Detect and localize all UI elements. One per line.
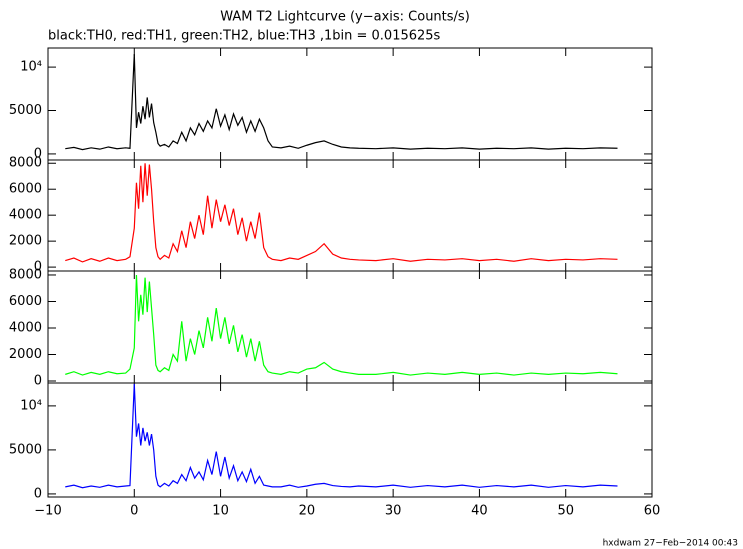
x-tick-label: 60 — [644, 504, 661, 519]
y-tick-label: 10⁴ — [20, 398, 42, 413]
y-tick-label: 5000 — [9, 442, 42, 457]
x-tick-label: 50 — [557, 504, 574, 519]
y-tick-label: 10⁴ — [20, 60, 42, 75]
lightcurve — [65, 274, 618, 376]
x-tick-label: −10 — [34, 504, 61, 519]
y-tick-label: 6000 — [9, 294, 42, 309]
y-tick-label: 2000 — [9, 234, 42, 249]
y-tick-label: 4000 — [9, 320, 42, 335]
y-tick-label: 6000 — [9, 182, 42, 197]
footer: hxdwam 27−Feb−2014 00:43 — [603, 539, 738, 549]
x-tick-label: 10 — [212, 504, 229, 519]
panel-frame — [47, 47, 653, 161]
x-tick-label: 30 — [385, 504, 402, 519]
lightcurve — [65, 163, 618, 263]
y-tick-label: 8000 — [9, 267, 42, 282]
panel-frame — [47, 270, 653, 384]
chart-title: WAM T2 Lightcurve (y−axis: Counts/s) — [220, 10, 470, 25]
x-tick-label: 0 — [130, 504, 138, 519]
panel-frame — [47, 159, 653, 272]
x-tick-label: 40 — [471, 504, 488, 519]
x-tick-label: 20 — [299, 504, 316, 519]
lightcurve — [65, 383, 618, 489]
chart-subtitle: black:TH0, red:TH1, green:TH2, blue:TH3 … — [48, 29, 441, 44]
panel-frame — [47, 382, 653, 498]
y-tick-label: 0 — [34, 486, 42, 501]
y-tick-label: 0 — [34, 146, 42, 161]
y-tick-label: 5000 — [9, 103, 42, 118]
y-tick-label: 0 — [34, 260, 42, 275]
y-tick-label: 8000 — [9, 156, 42, 171]
y-tick-label: 2000 — [9, 347, 42, 362]
y-tick-label: 4000 — [9, 208, 42, 223]
y-tick-label: 0 — [34, 374, 42, 389]
lightcurve — [65, 54, 618, 151]
